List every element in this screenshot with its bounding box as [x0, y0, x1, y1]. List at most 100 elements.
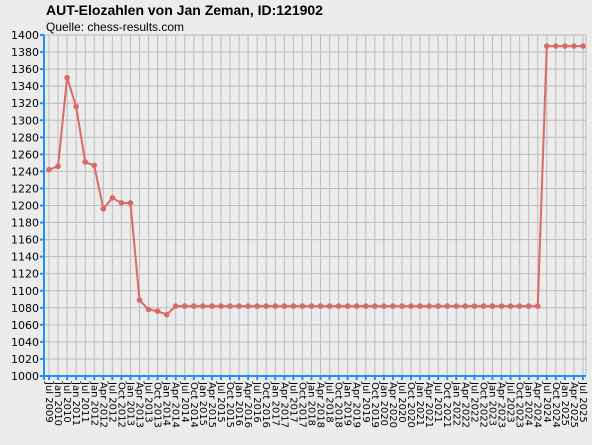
y-tick-label: 1220 [11, 182, 39, 195]
x-tick-label: Jan 2024 [523, 381, 534, 426]
x-tick-label: Jul 2011 [79, 381, 90, 423]
x-tick-label: Jan 2015 [197, 381, 208, 426]
data-point [181, 303, 188, 309]
x-tick-label: Jul 2017 [287, 381, 298, 423]
data-point [426, 303, 432, 309]
data-point [372, 303, 378, 309]
grid [44, 34, 587, 377]
x-tick-label: Jul 2015 [215, 381, 226, 423]
x-tick-label: Apr 2024 [532, 382, 543, 428]
data-point [462, 303, 469, 309]
data-point [381, 303, 387, 309]
x-tick-label: Jan 2021 [414, 381, 425, 426]
x-tick-label: Apr 2013 [134, 382, 145, 428]
chart-subtitle: Quelle: chess-results.com [46, 20, 185, 34]
x-tick-label: Oct 2015 [224, 382, 235, 428]
x-tick-label: Oct 2013 [152, 382, 163, 428]
data-point [507, 303, 514, 309]
y-tick-label: 1300 [11, 114, 39, 127]
x-tick-label: Jan 2025 [559, 381, 570, 426]
data-point [191, 303, 197, 309]
x-tick-label: Jul 2014 [179, 381, 190, 423]
data-point [91, 162, 98, 169]
data-point [498, 303, 505, 309]
y-tick-label: 1360 [11, 63, 39, 76]
x-tick-label: Apr 2019 [351, 382, 362, 428]
x-tick-label: Jul 2013 [143, 381, 154, 423]
data-point [299, 303, 306, 309]
y-tick-label: 1100 [11, 285, 39, 298]
x-tick-label: Jan 2023 [486, 381, 497, 426]
data-point [516, 303, 523, 309]
y-tick-label: 1400 [11, 29, 39, 42]
x-tick-label: Apr 2012 [97, 382, 108, 428]
y-tick-label: 1280 [11, 131, 39, 144]
data-point [272, 303, 279, 309]
data-point [100, 206, 107, 212]
y-tick-label: 1260 [11, 148, 39, 161]
y-tick-label: 1180 [11, 217, 39, 230]
x-tick-label: Oct 2019 [369, 382, 380, 428]
data-point [489, 303, 496, 309]
x-tick-label: Jul 2009 [43, 381, 54, 423]
x-tick-label: Oct 2017 [296, 382, 307, 428]
x-tick-label: Jul 2024 [541, 381, 552, 423]
x-tick-label: Jan 2014 [161, 381, 172, 426]
x-tick-label: Oct 2020 [405, 382, 416, 428]
y-tick-label: 1020 [11, 353, 39, 366]
y-tick-label: 1240 [11, 165, 39, 178]
y-tick-label: 1120 [11, 268, 39, 281]
data-point [444, 303, 451, 309]
x-tick-label: Jan 2011 [70, 381, 81, 426]
y-tick-label: 1160 [11, 234, 39, 247]
y-tick-labels: 1000 1020 1040 1060 1080 1100 1120 1140 1160 1180… [11, 29, 39, 383]
data-point [408, 303, 414, 309]
data-point [562, 43, 568, 49]
x-tick-label: Jan 2013 [124, 381, 135, 426]
x-tick-label: Oct 2016 [260, 382, 271, 428]
data-point [55, 163, 61, 170]
y-tick-label: 1340 [11, 80, 39, 93]
data-point [200, 303, 206, 309]
data-point [453, 303, 460, 309]
x-tick-label: Jan 2019 [342, 381, 353, 426]
x-tick-label: Oct 2018 [333, 382, 344, 428]
x-tick-label: Apr 2022 [459, 382, 470, 428]
data-point [263, 303, 270, 309]
data-point [209, 303, 215, 309]
x-tick-label: Apr 2016 [242, 382, 253, 428]
data-point [344, 303, 351, 309]
y-tick-label: 1200 [11, 200, 39, 213]
x-tick-label: Jul 2016 [251, 381, 262, 423]
x-tick-label: Jul 2025 [577, 381, 588, 423]
data-point [553, 43, 559, 49]
x-tick-label: Jul 2019 [360, 381, 371, 423]
data-point [543, 43, 550, 49]
data-point [308, 303, 315, 309]
data-point [580, 43, 586, 49]
data-point [145, 306, 152, 313]
y-tick-label: 1080 [11, 302, 39, 315]
x-tick-label: Jan 2010 [52, 381, 63, 426]
data-point [218, 303, 224, 309]
x-tick-label: Apr 2015 [206, 382, 217, 428]
x-tick-label: Oct 2024 [550, 382, 561, 428]
data-point [118, 200, 125, 206]
data-point [109, 195, 116, 201]
data-point [163, 311, 170, 318]
x-tick-label: Apr 2018 [315, 382, 326, 428]
axes [40, 34, 586, 380]
data-point [227, 303, 233, 309]
x-tick-label: Jan 2016 [233, 381, 244, 426]
data-point [236, 303, 242, 309]
x-tick-label: Oct 2014 [188, 382, 199, 428]
data-point [82, 159, 89, 165]
x-tick-label: Jan 2012 [88, 381, 99, 426]
x-tick-label: Apr 2021 [423, 382, 434, 428]
y-tick-label: 1000 [11, 370, 39, 383]
data-point [335, 303, 342, 309]
x-tick-label: Jan 2017 [269, 381, 280, 426]
data-point [362, 303, 369, 309]
data-point [172, 303, 179, 309]
data-point [326, 303, 333, 309]
